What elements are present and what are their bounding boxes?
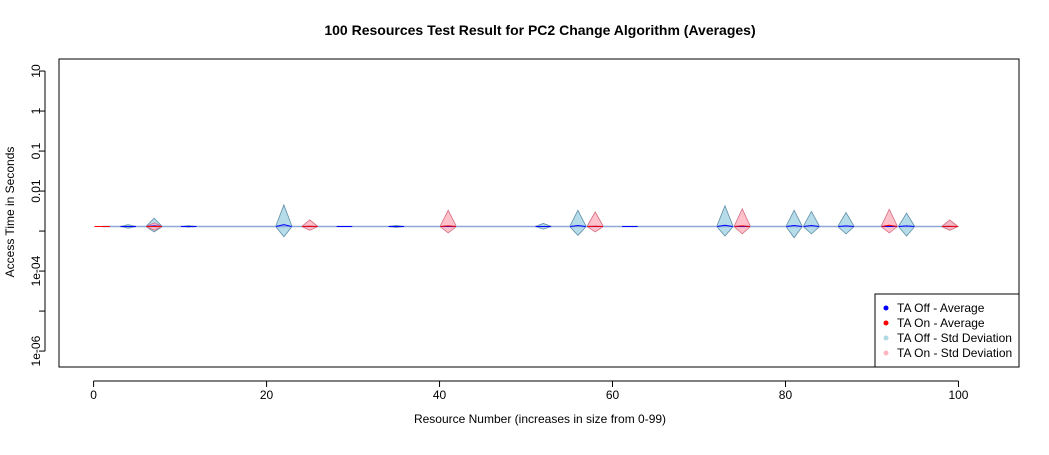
y-tick-label: 10 [29,64,43,78]
average-line-segment [734,225,751,228]
legend-marker [883,335,889,341]
legend-marker [883,305,889,311]
average-line-segment [838,225,854,228]
x-tick-label: 40 [433,388,447,402]
average-lines [94,224,958,228]
average-line-segment [275,224,292,227]
std-deviation-band [300,219,319,231]
std-deviation-band [897,212,916,237]
average-line-segment [898,225,915,228]
x-tick-label: 80 [779,388,793,402]
std-deviation-band [275,203,293,238]
legend-label: TA On - Average [897,316,985,330]
average-line-segment [881,224,898,227]
legend-box [874,293,1020,368]
std-deviation-band [586,211,604,233]
average-line-segment [570,224,586,228]
chart-title: 100 Resources Test Result for PC2 Change… [324,22,755,38]
x-tick-label: 60 [606,388,620,402]
y-axis: 1e-06 1e-04 0.01 0.1 1 10 [29,64,46,366]
std-deviation-band [785,209,803,239]
average-line-segment [440,225,457,228]
y-tick-label: 1e-04 [29,255,43,286]
y-tick-label: 1e-06 [29,335,43,366]
y-tick-label: 1 [29,107,43,114]
std-deviation-bands [119,203,959,239]
std-deviation-band [880,208,898,234]
average-line-segment [803,224,820,228]
std-deviation-band [837,211,855,235]
average-line-segment [786,224,802,228]
std-deviation-band [733,207,751,235]
x-tick-label: 0 [90,388,97,402]
y-tick-label: 0.01 [29,179,43,203]
x-tick-label: 20 [260,388,274,402]
plot-area-frame [58,58,1020,368]
x-axis-title: Resource Number (increases in size from … [414,412,666,426]
std-deviation-band [940,219,959,231]
std-deviation-band [569,209,587,236]
legend-label: TA On - Std Deviation [897,346,1012,360]
average-line-segment [717,224,733,227]
std-deviation-band [439,209,457,234]
legend-label: TA Off - Average [897,301,985,315]
std-deviation-band [802,210,821,235]
legend-marker [883,350,889,356]
y-tick-label: 0.1 [29,142,43,159]
std-deviation-band [716,204,734,237]
y-axis-title: Access Time in Seconds [3,147,17,278]
legend-marker [883,320,889,326]
legend-label: TA Off - Std Deviation [897,331,1012,345]
x-tick-label: 100 [948,388,968,402]
x-axis: 0 20 40 60 80 100 [90,380,969,402]
